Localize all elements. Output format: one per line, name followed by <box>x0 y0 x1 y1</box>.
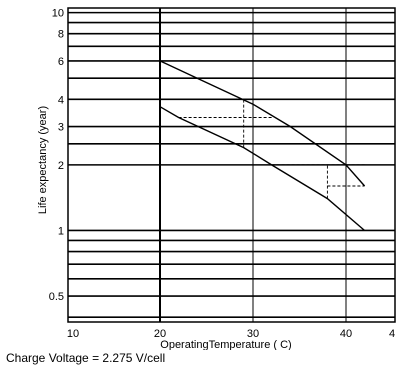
series-line-1 <box>159 60 366 187</box>
x-tick-label: 40 <box>340 328 352 340</box>
x-tick-label: 4 <box>389 328 395 340</box>
x-tick-label: 30 <box>247 328 259 340</box>
x-tick-label: 20 <box>154 328 166 340</box>
y-tick-labels: 10 8 6 4 3 2 1 0.5 <box>49 8 64 303</box>
reference-lines <box>160 77 365 199</box>
x-axis-label: OperatingTemperature ( C) <box>160 339 291 350</box>
y-tick-label: 0.5 <box>49 291 64 303</box>
series-line-2 <box>159 106 366 232</box>
y-axis-label: Life expectancy (year) <box>37 106 49 214</box>
gridlines <box>68 8 395 322</box>
charge-voltage-note: Charge Voltage = 2.275 V/cell <box>6 351 166 365</box>
y-tick-label: 3 <box>58 122 64 134</box>
x-tick-label: 10 <box>67 328 79 340</box>
x-tick-labels: 10 20 30 40 4 <box>67 328 395 340</box>
series-lines <box>159 60 366 232</box>
plot-frame <box>67 7 396 323</box>
life-expectancy-chart: 10 8 6 4 3 2 1 0.5 10 20 30 40 4 OperatingTemperatu… <box>37 7 396 350</box>
y-tick-label: 1 <box>58 225 64 237</box>
y-tick-label: 6 <box>58 56 64 68</box>
y-tick-label: 2 <box>58 160 64 172</box>
y-tick-label: 8 <box>58 29 64 41</box>
y-tick-label: 4 <box>58 94 64 106</box>
y-tick-label: 10 <box>52 8 64 20</box>
